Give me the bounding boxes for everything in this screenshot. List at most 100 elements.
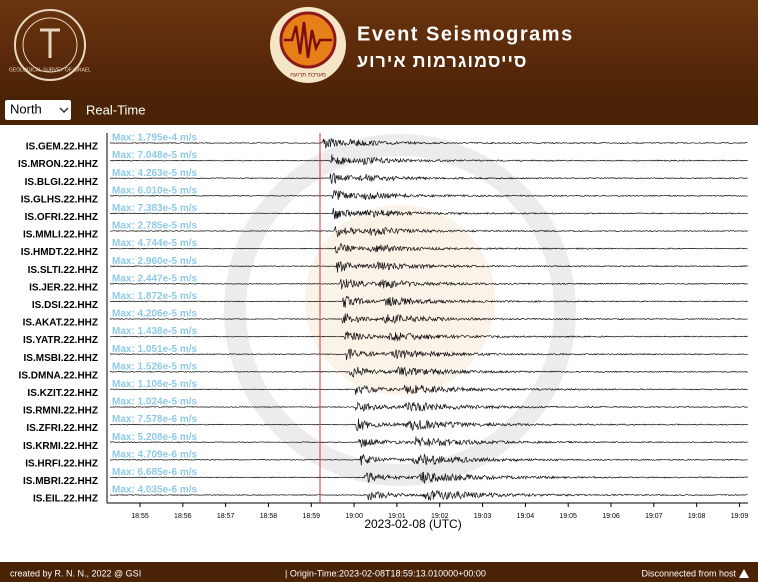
max-amplitude-label: Max: 6.010e-5 m/s bbox=[112, 185, 197, 196]
station-label: IS.DSI.22.HHZ bbox=[32, 300, 98, 311]
max-amplitude-label: Max: 1.024e-5 m/s bbox=[112, 397, 197, 408]
center-logo-wave bbox=[284, 21, 332, 59]
seismogram-trace bbox=[109, 242, 748, 254]
footer bbox=[0, 562, 758, 582]
seismogram-trace bbox=[109, 418, 748, 431]
max-amplitude-label: Max: 1.526e-5 m/s bbox=[112, 361, 197, 372]
watermark-core bbox=[305, 205, 495, 395]
header bbox=[0, 0, 758, 95]
station-label: IS.YATR.22.HHZ bbox=[23, 335, 98, 346]
station-label: IS.ZFRI.22.HHZ bbox=[26, 423, 98, 434]
max-amplitude-label: Max: 1.106e-5 m/s bbox=[112, 379, 197, 390]
station-label: IS.GEM.22.HHZ bbox=[26, 142, 98, 153]
max-amplitude-label: Max: 2.447e-5 m/s bbox=[112, 273, 197, 284]
max-amplitude-label: Max: 7.048e-5 m/s bbox=[112, 150, 197, 161]
select-chevron bbox=[59, 107, 69, 114]
left-logo bbox=[14, 9, 86, 81]
max-amplitude-label: Max: 2.960e-5 m/s bbox=[112, 256, 197, 267]
watermark bbox=[224, 134, 576, 486]
seismogram-trace bbox=[109, 436, 748, 449]
seismogram-trace bbox=[109, 208, 748, 220]
station-label: IS.AKAT.22.HHZ bbox=[23, 318, 98, 329]
page-title: Event Seismograms bbox=[357, 23, 574, 45]
footer-origin: | Origin-Time:2023-02-08T18:59:13.010000… bbox=[285, 568, 486, 578]
station-label: IS.MRON.22.HHZ bbox=[18, 159, 98, 170]
seismogram-trace bbox=[109, 295, 748, 308]
max-amplitude-label: Max: 1.872e-5 m/s bbox=[112, 291, 197, 302]
station-label: IS.RMNI.22.HHZ bbox=[23, 406, 98, 417]
max-amplitude-label: Max: 4.263e-5 m/s bbox=[112, 168, 197, 179]
seismogram-trace bbox=[109, 278, 748, 290]
time-tick-label: 18:59 bbox=[303, 513, 321, 520]
time-tick-label: 19:03 bbox=[474, 513, 492, 520]
station-label: IS.SLTI.22.HHZ bbox=[28, 265, 98, 276]
station-label: IS.MMLI.22.HHZ bbox=[23, 230, 98, 241]
seismogram-trace bbox=[110, 154, 748, 166]
seismogram-trace bbox=[109, 401, 748, 412]
page-subtitle: סייסמוגרמות אירוע bbox=[357, 51, 527, 71]
center-logo-core bbox=[279, 11, 337, 69]
max-amplitude-label: Max: 1.438e-5 m/s bbox=[112, 326, 197, 337]
time-tick-label: 19:00 bbox=[345, 513, 363, 520]
seismogram-trace bbox=[109, 226, 748, 238]
time-tick-label: 18:56 bbox=[174, 513, 192, 520]
max-amplitude-label: Max: 1.795e-4 m/s bbox=[112, 133, 197, 144]
seismogram-trace bbox=[109, 331, 748, 342]
station-label: IS.HRFI.22.HHZ bbox=[25, 458, 98, 469]
region-select-value[interactable]: North bbox=[10, 101, 42, 116]
time-tick-label: 19:04 bbox=[517, 513, 535, 520]
warning-icon bbox=[739, 569, 749, 578]
time-tick-label: 19:01 bbox=[388, 513, 406, 520]
region-select[interactable] bbox=[5, 100, 71, 120]
time-tick-label: 19:02 bbox=[431, 513, 449, 520]
seismogram-trace bbox=[109, 366, 748, 378]
left-logo-text: GEOLOGICAL SURVEY OF ISRAEL bbox=[9, 67, 91, 73]
center-logo-text: מערכת תרועה bbox=[290, 73, 326, 79]
time-tick-label: 19:05 bbox=[559, 513, 577, 520]
seismogram-trace bbox=[109, 453, 748, 466]
mode-label: Real-Time bbox=[86, 102, 145, 117]
station-label: IS.KZIT.22.HHZ bbox=[27, 388, 98, 399]
time-tick-label: 19:08 bbox=[688, 513, 706, 520]
time-tick-label: 18:58 bbox=[260, 513, 278, 520]
max-amplitude-label: Max: 5.208e-6 m/s bbox=[112, 432, 197, 443]
station-label: IS.OFRI.22.HHZ bbox=[25, 212, 98, 223]
time-axis-label: 2023-02-08 (UTC) bbox=[364, 517, 461, 531]
seismogram-trace bbox=[110, 384, 748, 395]
seismogram-trace bbox=[109, 190, 748, 200]
max-amplitude-label: Max: 4.035e-6 m/s bbox=[112, 485, 197, 496]
station-label: IS.DMNA.22.HHZ bbox=[19, 370, 98, 381]
seismogram-trace bbox=[109, 471, 748, 484]
footer-credit: created by R. N. N., 2022 @ GSI bbox=[10, 568, 141, 578]
station-label: IS.HMDT.22.HHZ bbox=[21, 247, 98, 258]
time-tick-label: 19:06 bbox=[602, 513, 620, 520]
station-label: IS.BLGI.22.HHZ bbox=[25, 177, 98, 188]
max-amplitude-label: Max: 7.383e-5 m/s bbox=[112, 203, 197, 214]
station-label: IS.MBRI.22.HHZ bbox=[23, 476, 98, 487]
station-label: IS.MSBI.22.HHZ bbox=[24, 353, 98, 364]
toolbar bbox=[0, 95, 758, 125]
footer-status: Disconnected from host bbox=[641, 568, 736, 578]
time-tick-label: 18:55 bbox=[131, 513, 149, 520]
max-amplitude-label: Max: 6.685e-6 m/s bbox=[112, 467, 197, 478]
station-label: IS.JER.22.HHZ bbox=[29, 282, 98, 293]
hammer-icon bbox=[40, 28, 60, 58]
seismogram-trace bbox=[109, 261, 748, 273]
max-amplitude-label: Max: 1.051e-5 m/s bbox=[112, 344, 197, 355]
seismogram-trace bbox=[109, 489, 748, 501]
station-label: IS.GLHS.22.HHZ bbox=[21, 194, 98, 205]
time-tick-label: 18:57 bbox=[217, 513, 235, 520]
max-amplitude-label: Max: 4.744e-5 m/s bbox=[112, 238, 197, 249]
seismogram-trace bbox=[109, 348, 748, 361]
time-tick-label: 19:09 bbox=[731, 513, 749, 520]
seismogram-trace bbox=[109, 313, 748, 325]
seismogram-trace bbox=[110, 172, 748, 185]
station-label: IS.KRMI.22.HHZ bbox=[23, 441, 98, 452]
max-amplitude-label: Max: 2.785e-5 m/s bbox=[112, 221, 197, 232]
max-amplitude-label: Max: 7.578e-6 m/s bbox=[112, 414, 197, 425]
max-amplitude-label: Max: 4.709e-6 m/s bbox=[112, 449, 197, 460]
left-logo-ring bbox=[22, 17, 78, 73]
station-label: IS.EIL.22.HHZ bbox=[33, 494, 98, 505]
max-amplitude-label: Max: 4.206e-5 m/s bbox=[112, 309, 197, 320]
